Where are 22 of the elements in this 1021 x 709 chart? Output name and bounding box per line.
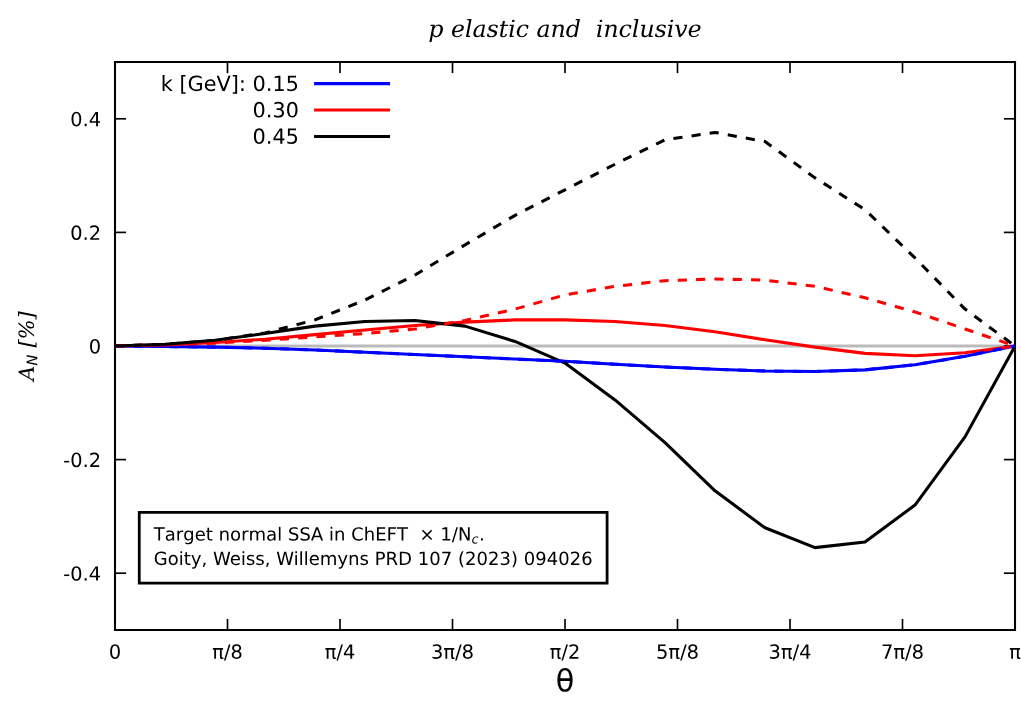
- x-axis-title: θ: [557, 668, 573, 692]
- x-tick-label: π/4: [325, 644, 355, 661]
- y-tick-label: 0.2: [71, 225, 100, 241]
- legend-label: 0.30: [253, 101, 298, 118]
- legend-label: k [GeV]: 0.15: [162, 75, 298, 94]
- x-tick-label: 3π/4: [769, 644, 811, 661]
- x-tick-label: π/8: [212, 644, 242, 661]
- annotation: Target normal SSA in ChEFT × 1/N$_{c}$.: [153, 526, 483, 545]
- x-tick-label: 7π/8: [882, 644, 923, 661]
- annotation: Goity, Weiss, Willemyns PRD 107 (2023) 094026: [154, 551, 592, 569]
- x-tick-label: 3π/8: [432, 644, 473, 661]
- y-tick-label: 0.4: [71, 111, 101, 127]
- y-axis-title: A$_{N}$ [%]: [18, 311, 38, 383]
- y-tick-label: -0.2: [64, 452, 100, 468]
- x-tick-label: 0: [110, 644, 120, 659]
- x-tick-label: π: [1009, 648, 1021, 660]
- y-tick-label: -0.4: [64, 566, 101, 581]
- x-tick-label: 5π/8: [657, 644, 698, 661]
- x-tick-label: π/2: [550, 644, 579, 661]
- legend-label: 0.45: [253, 128, 298, 145]
- y-tick-label: 0: [90, 338, 100, 354]
- chart-title: p elastic and inclusive: [429, 19, 701, 42]
